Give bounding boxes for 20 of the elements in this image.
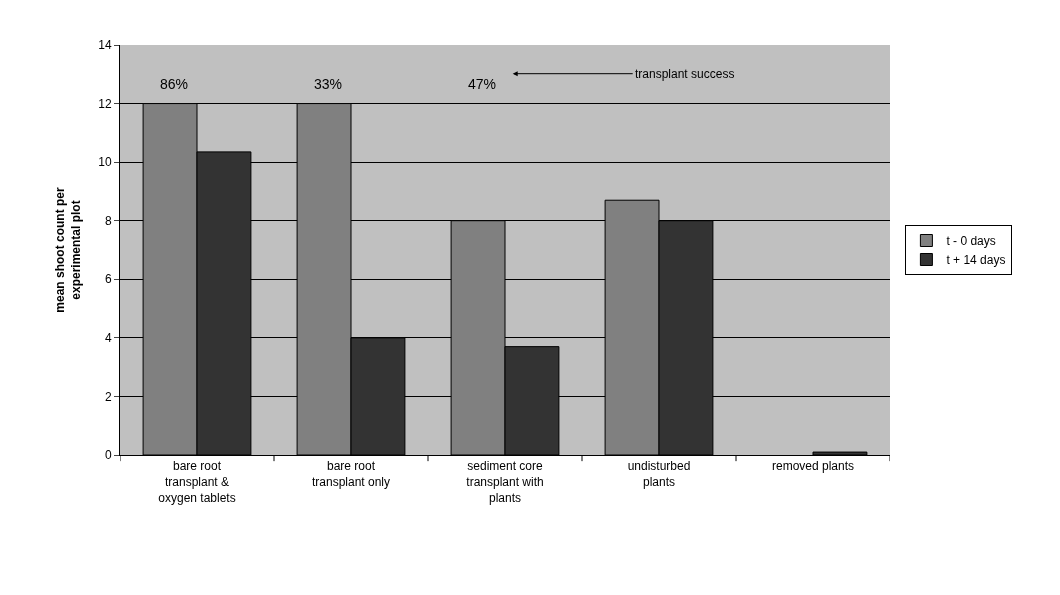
y-tick-label: 8: [104, 213, 112, 228]
x-tick-label: removed plants: [771, 459, 855, 474]
y-tick-label: 10: [98, 155, 112, 170]
annotation: 47%: [468, 76, 497, 92]
legend-label: t - 0 days: [946, 234, 996, 249]
x-tick-label: bare root transplant & oxygen tablets: [158, 459, 236, 505]
x-tick-label: undisturbed plants: [627, 459, 691, 489]
annotation: 86%: [160, 76, 189, 92]
y-tick-label: 14: [98, 38, 112, 53]
annotation: 33%: [314, 76, 343, 92]
x-tick-label: bare root transplant only: [311, 459, 391, 489]
y-axis-title: mean shoot count per experimental plot: [52, 187, 83, 313]
y-tick-label: 12: [98, 96, 112, 111]
y-tick-label: 2: [104, 389, 112, 404]
annotation: transplant success: [635, 67, 735, 81]
legend-label: t + 14 days: [946, 253, 1006, 268]
y-tick-label: 4: [104, 331, 112, 346]
y-tick-label: 6: [104, 272, 112, 287]
x-tick-label: sediment core transplant with plants: [466, 459, 544, 505]
y-tick-label: 0: [104, 448, 112, 463]
